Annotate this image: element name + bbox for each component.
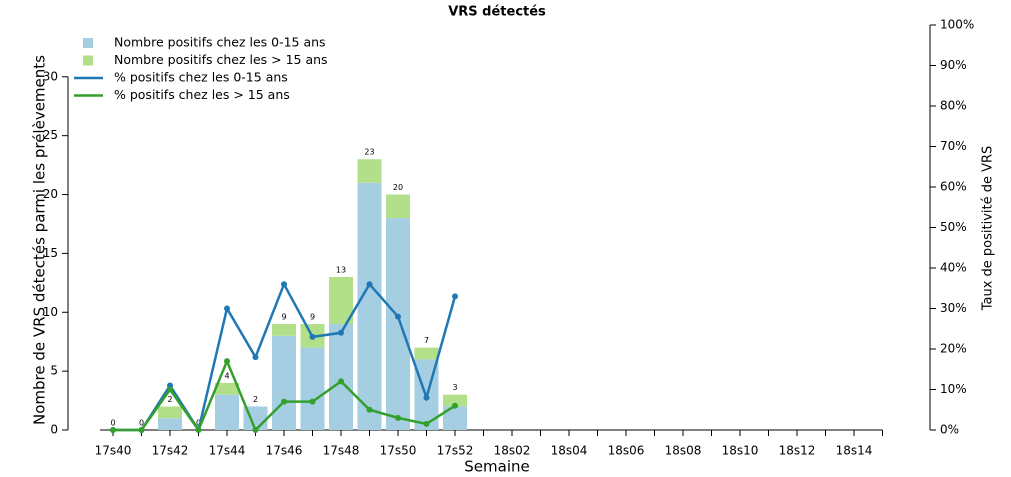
bar — [329, 276, 353, 325]
total-label: 23 — [364, 148, 374, 157]
y-tick-label: 0 — [50, 423, 58, 437]
bar — [272, 324, 296, 336]
y2-tick-label: 20% — [940, 342, 967, 356]
bar — [215, 382, 239, 395]
chart-title: VRS détectés — [448, 5, 546, 20]
x-tick-label: 17s50 — [380, 444, 417, 458]
y2-tick-label: 0% — [940, 423, 959, 437]
y-tick-label: 5 — [50, 364, 58, 378]
y2-tick-label: 40% — [940, 261, 967, 275]
bar — [357, 159, 382, 183]
y2-tick-label: 90% — [940, 58, 967, 72]
x-tick-label: 17s44 — [209, 444, 246, 458]
y-tick-label: 25 — [43, 128, 58, 142]
bar — [357, 182, 382, 430]
legend-label: Nombre positifs chez les > 15 ans — [114, 52, 328, 67]
line-point — [309, 398, 316, 405]
line-point — [366, 281, 373, 288]
legend-swatch — [83, 55, 93, 66]
bar — [443, 394, 467, 407]
bar — [272, 335, 296, 430]
legend-label: Nombre positifs chez les 0-15 ans — [114, 35, 326, 50]
line-point — [195, 427, 202, 433]
x-tick-label: 18s06 — [608, 444, 645, 458]
total-label: 13 — [336, 265, 346, 274]
line-point — [110, 427, 116, 433]
bar — [414, 347, 439, 360]
total-label: 9 — [310, 313, 315, 322]
total-label: 7 — [424, 336, 429, 345]
y2-tick-label: 70% — [940, 139, 967, 153]
y2-tick-label: 80% — [940, 99, 967, 113]
y-tick-label: 20 — [43, 187, 58, 201]
x-tick-label: 17s40 — [95, 444, 132, 458]
total-label: 0 — [110, 419, 115, 428]
y-tick-label: 10 — [43, 305, 58, 319]
y2-tick-label: 10% — [940, 382, 967, 396]
line-point — [281, 281, 287, 288]
line-point — [224, 358, 230, 365]
x-tick-label: 18s14 — [836, 444, 873, 458]
x-tick-label: 17s52 — [437, 444, 474, 458]
y-axis-label: Nombre de VRS détectés parmi les prélève… — [31, 55, 49, 425]
line-point — [423, 394, 430, 401]
x-tick-label: 18s10 — [722, 444, 759, 458]
bar — [386, 194, 410, 219]
line-point — [252, 354, 259, 361]
y2-tick-label: 60% — [940, 180, 967, 194]
x-tick-label: 18s02 — [494, 444, 531, 458]
line-point — [224, 305, 230, 312]
line-point — [338, 378, 344, 385]
line-point — [452, 402, 458, 409]
x-tick-label: 18s04 — [551, 444, 588, 458]
y2-tick-label: 100% — [940, 18, 974, 32]
line-point — [252, 427, 259, 433]
total-label: 9 — [281, 313, 286, 322]
total-label: 20 — [393, 183, 403, 192]
total-label: 2 — [253, 395, 258, 404]
y2-tick-label: 50% — [940, 220, 967, 234]
total-label: 0 — [196, 419, 201, 428]
total-label: 0 — [139, 419, 144, 428]
bar — [158, 418, 182, 430]
legend-label: % positifs chez les > 15 ans — [114, 87, 290, 102]
y-tick-label: 30 — [43, 69, 58, 83]
line-point — [309, 333, 316, 340]
bar — [386, 218, 410, 430]
line-point — [167, 386, 173, 393]
line-point — [395, 414, 401, 421]
bar — [329, 324, 353, 430]
line-point — [281, 398, 287, 405]
x-tick-label: 17s42 — [152, 444, 189, 458]
y2-axis-label: Taux de positivité de VRS — [981, 146, 996, 312]
legend-swatch — [83, 38, 93, 48]
x-tick-label: 17s48 — [323, 444, 360, 458]
y2-tick-label: 30% — [940, 301, 967, 315]
y-tick-label: 15 — [43, 246, 58, 260]
x-tick-label: 18s12 — [779, 444, 816, 458]
total-label: 4 — [224, 371, 229, 380]
bar — [158, 406, 182, 419]
total-label: 2 — [167, 395, 172, 404]
x-tick-label: 18s08 — [665, 444, 702, 458]
x-tick-label: 17s46 — [266, 444, 303, 458]
x-axis-label: Semaine — [464, 458, 529, 476]
bar — [300, 347, 325, 430]
legend-label: % positifs chez les 0-15 ans — [114, 70, 288, 85]
line-point — [138, 427, 145, 433]
bar — [443, 406, 467, 430]
line-point — [366, 406, 373, 413]
line-point — [338, 329, 344, 336]
line-point — [423, 420, 430, 427]
line-point — [452, 293, 458, 300]
bar — [215, 394, 239, 430]
total-label: 3 — [452, 383, 457, 392]
line-point — [395, 313, 401, 320]
